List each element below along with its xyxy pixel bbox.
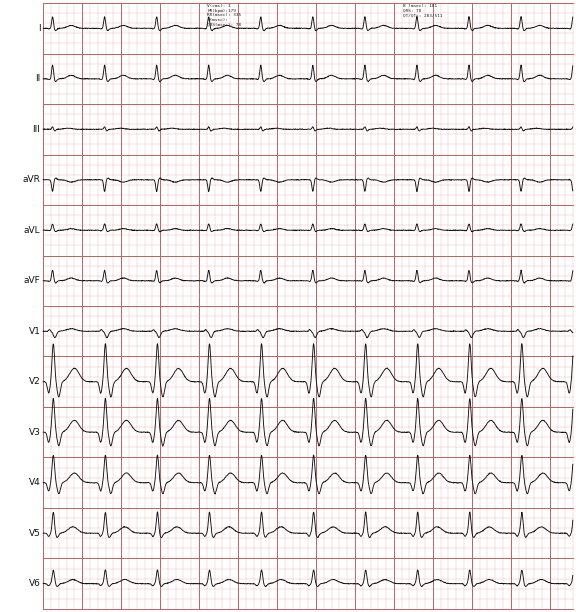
Text: III: III: [32, 125, 40, 134]
Text: aVL: aVL: [24, 226, 40, 235]
Text: B (msec): 181
QRS: 78
QT/QTc: 283/511: B (msec): 181 QRS: 78 QT/QTc: 283/511: [403, 4, 442, 18]
Text: V1: V1: [28, 327, 40, 336]
Text: aVF: aVF: [24, 276, 40, 285]
Text: V6: V6: [28, 579, 40, 588]
Text: V3: V3: [28, 428, 40, 437]
Text: V(cms): 1
HR(bpm):179
RR(msec): 335
P(msec):
QRS(msec): 78: V(cms): 1 HR(bpm):179 RR(msec): 335 P(ms…: [207, 4, 241, 27]
Text: aVR: aVR: [22, 175, 40, 184]
Text: V4: V4: [29, 478, 40, 487]
Text: II: II: [35, 74, 40, 83]
Text: V2: V2: [29, 377, 40, 386]
Text: V5: V5: [28, 529, 40, 538]
Text: I: I: [37, 24, 40, 33]
